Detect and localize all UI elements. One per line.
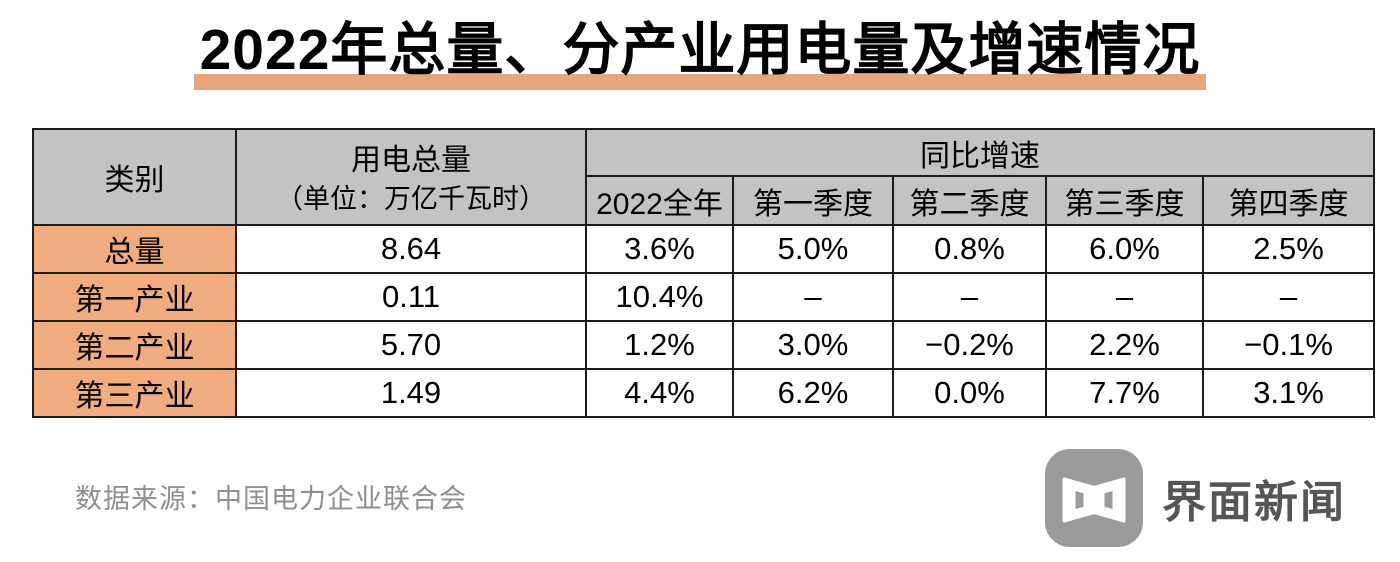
total-consumption-value: 5.70 [235, 320, 587, 370]
row-label: 第三产业 [32, 368, 237, 418]
header-total-consumption: 用电总量 （单位：万亿千瓦时） [235, 128, 587, 226]
page-title-text: 2022年总量、分产业用电量及增速情况 [199, 18, 1201, 82]
growth-fullyear: 4.4% [585, 368, 734, 418]
growth-q4: −0.1% [1201, 320, 1376, 370]
growth-fullyear: 1.2% [585, 320, 734, 370]
header-total-unit: （单位：万亿千瓦时） [276, 184, 546, 215]
table-row-secondary-industry: 第二产业 5.70 1.2% 3.0% −0.2% 2.2% −0.1% [32, 320, 1376, 370]
growth-q4: – [1201, 272, 1376, 322]
row-label: 第一产业 [32, 272, 237, 322]
growth-q3: 7.7% [1045, 368, 1204, 418]
growth-q1: 3.0% [732, 320, 894, 370]
growth-q3: – [1045, 272, 1204, 322]
table-row-primary-industry: 第一产业 0.11 10.4% – – – – [32, 272, 1376, 322]
data-source-note: 数据来源：中国电力企业联合会 [75, 484, 467, 514]
growth-q1: – [732, 272, 894, 322]
page-title: 2022年总量、分产业用电量及增速情况 [193, 14, 1207, 90]
jiemian-logo-icon [1045, 449, 1143, 547]
header-q2: 第二季度 [892, 175, 1047, 226]
table-row-total: 总量 8.64 3.6% 5.0% 0.8% 6.0% 2.5% [32, 224, 1376, 274]
header-q3: 第三季度 [1045, 175, 1204, 226]
growth-q2: 0.8% [892, 224, 1047, 274]
growth-q3: 6.0% [1045, 224, 1204, 274]
row-label: 总量 [32, 224, 237, 274]
table-row-tertiary-industry: 第三产业 1.49 4.4% 6.2% 0.0% 7.7% 3.1% [32, 368, 1376, 418]
page-title-wrap: 2022年总量、分产业用电量及增速情况 [0, 14, 1400, 90]
growth-q2: – [892, 272, 1047, 322]
jiemian-news-logo: 界面新闻 [1044, 448, 1346, 548]
header-category: 类别 [32, 128, 237, 226]
growth-q1: 5.0% [732, 224, 894, 274]
header-q1: 第一季度 [732, 175, 894, 226]
growth-q4: 3.1% [1201, 368, 1376, 418]
growth-q2: 0.0% [892, 368, 1047, 418]
total-consumption-value: 0.11 [235, 272, 587, 322]
header-fullyear-2022: 2022全年 [585, 175, 734, 226]
electricity-table: 类别 用电总量 （单位：万亿千瓦时） 同比增速 2022全年 第一季度 第二季度… [32, 128, 1376, 418]
title-underline-bar [193, 73, 1207, 90]
header-yoy-growth: 同比增速 [584, 128, 1376, 177]
growth-q3: 2.2% [1045, 320, 1204, 370]
row-label: 第二产业 [32, 320, 237, 370]
growth-q2: −0.2% [892, 320, 1047, 370]
header-q4: 第四季度 [1201, 175, 1376, 226]
growth-fullyear: 10.4% [585, 272, 734, 322]
header-total-line1: 用电总量 [351, 144, 471, 178]
growth-q4: 2.5% [1201, 224, 1376, 274]
total-consumption-value: 1.49 [235, 368, 587, 418]
growth-q1: 6.2% [732, 368, 894, 418]
jiemian-logo-text: 界面新闻 [1162, 478, 1346, 527]
total-consumption-value: 8.64 [235, 224, 587, 274]
growth-fullyear: 3.6% [585, 224, 734, 274]
